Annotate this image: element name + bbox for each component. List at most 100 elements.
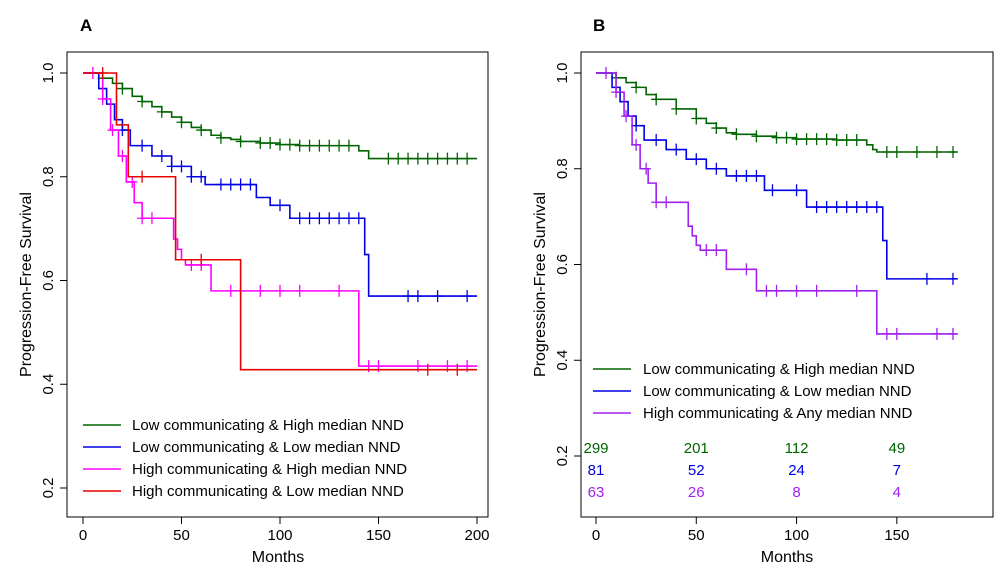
y-tick-label: 1.0 (40, 63, 57, 84)
censor-mark (146, 212, 157, 225)
censor-mark (871, 201, 882, 214)
panel-b: B 0 50 100 150 0.2 0.4 0.6 0.8 1.0 Low communic… (532, 16, 994, 566)
x-tick-label: 150 (366, 527, 391, 544)
y-tick-label: 0.4 (554, 350, 571, 371)
risk-count: 4 (893, 484, 901, 501)
panel-a-x-axis: 0 50 100 150 200 (79, 516, 490, 544)
legend-entry: High communicating & Low median NND (132, 483, 404, 500)
censor-mark (265, 137, 276, 150)
censor-mark (821, 133, 832, 146)
censor-mark (947, 327, 958, 340)
censor-mark (741, 169, 752, 182)
survival-curve (83, 72, 477, 371)
risk-count: 26 (688, 484, 705, 501)
censor-mark (947, 272, 958, 285)
censor-mark (821, 201, 832, 214)
censor-mark (911, 145, 922, 158)
censor-mark (731, 128, 742, 141)
censor-mark (947, 145, 958, 158)
panel-b-legend: Low communicating & High median NND Low c… (593, 361, 915, 422)
survival-curve (596, 72, 957, 280)
censor-mark (176, 160, 187, 173)
censor-mark (383, 152, 394, 165)
censor-mark (275, 138, 285, 151)
censor-mark (691, 153, 702, 166)
censor-mark (671, 102, 682, 115)
censor-mark (275, 199, 285, 212)
legend-entry: Low communicating & High median NND (643, 361, 915, 378)
censor-mark (117, 82, 128, 95)
legend-entry: Low communicating & Low median NND (132, 439, 401, 456)
censor-mark (412, 152, 423, 165)
censor-mark (741, 263, 752, 276)
censor-mark (412, 290, 423, 303)
censor-mark (255, 284, 266, 297)
censor-mark (462, 152, 473, 165)
censor-mark (294, 212, 305, 225)
censor-mark (314, 139, 325, 152)
censor-mark (462, 290, 473, 303)
censor-mark (771, 284, 782, 297)
censor-mark (671, 143, 682, 156)
censor-mark (215, 178, 226, 191)
panel-b-y-label: Progression-Free Survival (532, 192, 549, 377)
risk-count: 7 (893, 462, 901, 479)
x-tick-label: 200 (464, 527, 489, 544)
risk-count: 49 (888, 440, 905, 457)
y-tick-label: 0.6 (40, 270, 57, 291)
censor-mark (751, 169, 762, 182)
censor-mark (442, 152, 453, 165)
panel-b-y-axis: 0.2 0.4 0.6 0.8 1.0 (554, 63, 582, 467)
panel-a-x-label: Months (252, 549, 304, 566)
censor-mark (791, 284, 802, 297)
censor-mark (235, 135, 246, 148)
censor-mark (811, 284, 822, 297)
censor-mark (176, 116, 187, 129)
censor-mark (304, 212, 315, 225)
censor-mark (186, 170, 197, 183)
censor-mark (931, 327, 942, 340)
x-tick-label: 50 (173, 527, 190, 544)
censor-mark (324, 212, 335, 225)
censor-mark (691, 112, 702, 125)
censor-mark (255, 137, 266, 150)
censor-mark (117, 150, 128, 162)
x-tick-label: 50 (688, 527, 705, 544)
censor-mark (422, 363, 433, 376)
x-tick-label: 100 (267, 527, 292, 544)
censor-mark (422, 152, 433, 165)
censor-mark (275, 284, 285, 297)
censor-mark (107, 124, 118, 137)
risk-count: 81 (588, 462, 605, 479)
censor-mark (196, 253, 207, 266)
censor-mark (432, 290, 443, 303)
x-tick-label: 100 (784, 527, 809, 544)
legend-entry: Low communicating & High median NND (132, 417, 404, 434)
x-tick-label: 150 (884, 527, 909, 544)
censor-mark (245, 178, 256, 191)
risk-count: 299 (583, 440, 608, 457)
y-tick-label: 1.0 (554, 63, 571, 84)
censor-mark (651, 134, 662, 147)
censor-mark (324, 139, 335, 152)
censor-mark (761, 284, 772, 297)
censor-mark (791, 133, 802, 146)
y-tick-label: 0.8 (40, 166, 57, 187)
risk-count: 201 (684, 440, 709, 457)
censor-mark (831, 134, 842, 147)
censor-mark (711, 162, 722, 175)
censor-mark (711, 244, 722, 257)
censor-mark (343, 212, 354, 225)
censor-mark (304, 139, 315, 152)
censor-mark (156, 150, 167, 162)
censor-mark (294, 284, 305, 297)
censor-mark (811, 201, 822, 214)
y-tick-label: 0.4 (40, 374, 57, 395)
censor-mark (881, 145, 892, 158)
censor-mark (751, 130, 762, 143)
censor-mark (403, 152, 414, 165)
censor-mark (891, 145, 902, 158)
censor-mark (137, 170, 148, 183)
y-tick-label: 0.2 (554, 446, 571, 467)
